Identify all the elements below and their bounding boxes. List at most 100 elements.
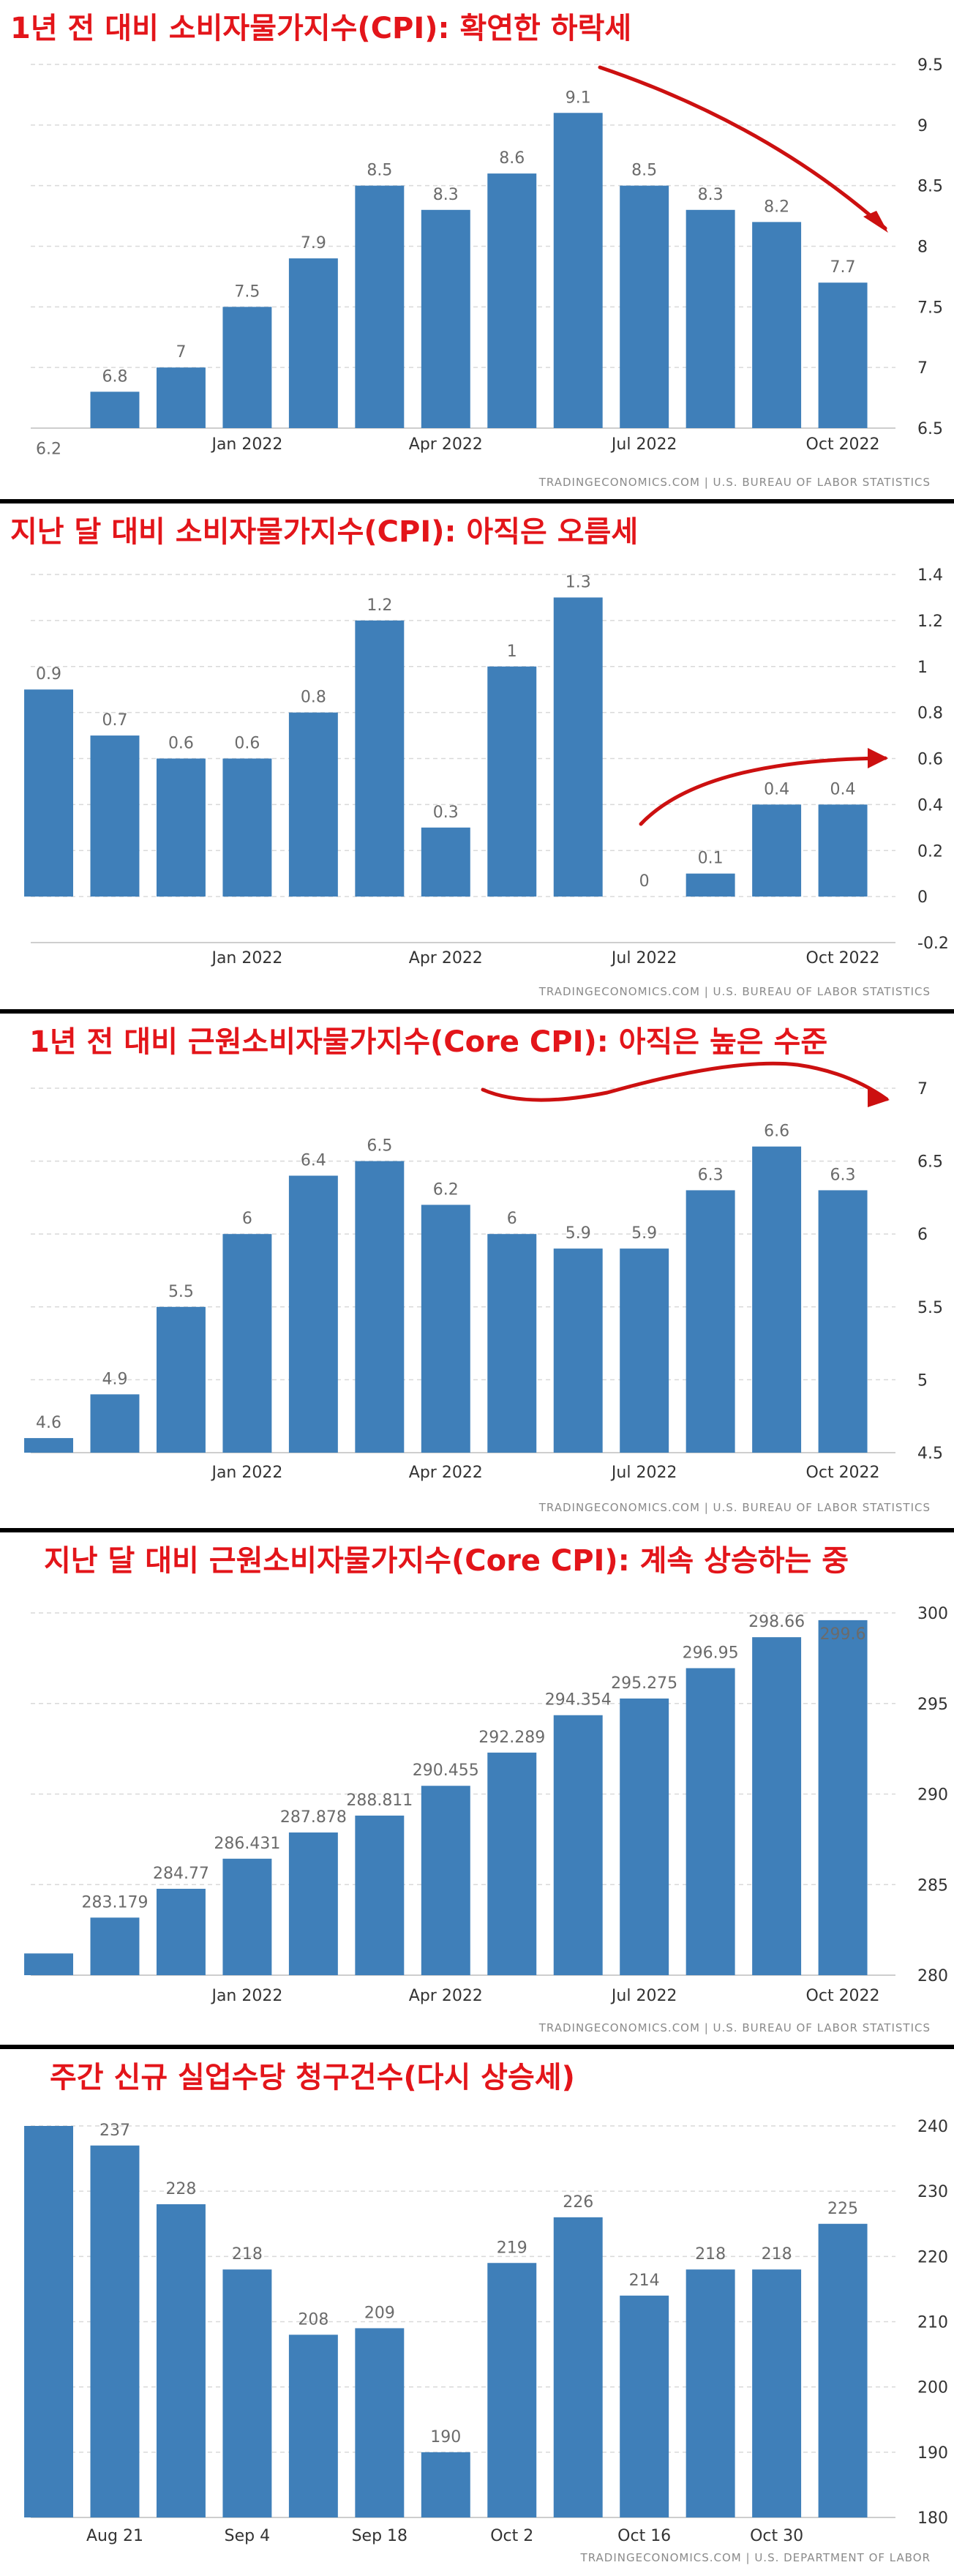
- data-label: 6.6: [764, 1123, 789, 1141]
- y-tick-label: 285: [917, 1876, 948, 1895]
- chart-panel-cpi-yoy: 1년 전 대비 소비자물가지수(CPI): 확연한 하락세 6.5 7 7.5 8 8.5…: [0, 0, 954, 498]
- bar: [487, 1752, 537, 1975]
- chart-panel-core-cpi-yoy: 1년 전 대비 근원소비자물가지수(Core CPI): 아직은 높은 수준 4.…: [0, 1014, 954, 1526]
- bar: [487, 666, 537, 897]
- data-label: 209: [364, 2304, 395, 2322]
- bar: [818, 2223, 868, 2517]
- bar: [752, 1146, 802, 1453]
- data-label: 1.2: [367, 596, 392, 615]
- data-label: 0.4: [830, 780, 856, 798]
- data-label: 0: [639, 872, 650, 891]
- y-tick-label: 6.5: [917, 420, 943, 438]
- bar: [752, 2269, 802, 2517]
- data-label: 6.3: [698, 1166, 724, 1184]
- y-tick-label: 0.2: [917, 842, 943, 861]
- data-label: 7: [176, 343, 186, 362]
- source-credit: TRADINGECONOMICS.COM | U.S. BUREAU OF LA…: [538, 2021, 931, 2034]
- data-label: 8.6: [499, 149, 525, 168]
- x-tick-label: Oct 30: [750, 2527, 803, 2545]
- x-tick-label: Jul 2022: [610, 1987, 677, 2005]
- annotation-arrow: [639, 756, 887, 826]
- source-credit: TRADINGECONOMICS.COM | U.S. BUREAU OF LA…: [538, 985, 931, 998]
- bar: [24, 1438, 73, 1453]
- bar: [686, 209, 735, 428]
- y-tick-label: -0.2: [917, 935, 949, 953]
- bar: [156, 2204, 206, 2517]
- x-tick-label: Oct 2022: [806, 1464, 880, 1482]
- data-label: 5.9: [566, 1224, 591, 1243]
- data-label: 295.275: [611, 1674, 677, 1693]
- y-tick-label: 4.5: [917, 1445, 943, 1463]
- data-label: 228: [165, 2180, 196, 2198]
- data-label: 214: [629, 2272, 660, 2290]
- y-tick-label: 9: [917, 117, 928, 135]
- bar: [90, 2145, 140, 2517]
- divider: [0, 499, 954, 503]
- data-label: 1: [507, 643, 517, 661]
- data-label: 288.811: [346, 1791, 413, 1810]
- divider: [0, 1528, 954, 1532]
- bar: [487, 173, 537, 428]
- y-tick-label: 7.5: [917, 299, 943, 317]
- annotation-arrowhead: [863, 211, 888, 233]
- source-credit: TRADINGECONOMICS.COM | U.S. DEPARTMENT O…: [580, 2551, 931, 2564]
- x-tick-label: Oct 2022: [806, 435, 880, 454]
- bar: [421, 209, 470, 428]
- y-tick-label: 300: [917, 1605, 948, 1623]
- data-label: 190: [430, 2428, 461, 2446]
- data-label: 219: [497, 2239, 527, 2257]
- bar: [222, 1234, 272, 1453]
- bar: [818, 804, 868, 897]
- bar: [752, 222, 802, 428]
- bar: [553, 2217, 603, 2517]
- bar: [24, 2126, 73, 2517]
- chart-title: 1년 전 대비 근원소비자물가지수(Core CPI): 아직은 높은 수준: [29, 1025, 827, 1059]
- data-label: 6.3: [830, 1166, 856, 1184]
- bar: [355, 620, 405, 897]
- y-tick-label: 1.2: [917, 613, 943, 631]
- chart-cpi-mom: 지난 달 대비 소비자물가지수(CPI): 아직은 오름세 -0.2 0 0.2 0.4…: [10, 515, 949, 998]
- x-tick-label: Apr 2022: [409, 1464, 483, 1482]
- x-tick-label: Oct 16: [617, 2527, 671, 2545]
- source-credit: TRADINGECONOMICS.COM | U.S. BUREAU OF LA…: [538, 1501, 931, 1514]
- data-label: 7.9: [301, 234, 326, 252]
- bar: [421, 2452, 470, 2517]
- bar: [156, 758, 206, 897]
- y-tick-label: 230: [917, 2183, 948, 2201]
- chart-panel-jobless-claims: 주간 신규 실업수당 청구건수(다시 상승세) 180 190 200 210 220 23…: [0, 2049, 954, 2576]
- y-tick-label: 280: [917, 1967, 948, 1985]
- y-tick-label: 290: [917, 1786, 948, 1805]
- bar: [90, 1917, 140, 1975]
- y-tick-label: 180: [917, 2509, 948, 2528]
- data-label: 6.4: [301, 1152, 326, 1170]
- y-tick-label: 9.5: [917, 56, 943, 75]
- chart-title: 지난 달 대비 근원소비자물가지수(Core CPI): 계속 상승하는 중: [44, 1544, 849, 1578]
- bar: [90, 392, 140, 428]
- data-label: 6.2: [433, 1180, 459, 1199]
- data-label: 0.9: [36, 665, 61, 684]
- data-label: 292.289: [478, 1729, 545, 1747]
- data-label: 237: [99, 2122, 130, 2140]
- bar: [355, 185, 405, 428]
- x-tick-label: Sep 18: [352, 2527, 407, 2545]
- data-label: 218: [232, 2245, 263, 2264]
- data-label: 6.8: [102, 367, 127, 386]
- x-tick-label: Jan 2022: [210, 1464, 282, 1482]
- data-label: 208: [298, 2310, 328, 2329]
- bar: [222, 307, 272, 428]
- chart-core-cpi-index: 지난 달 대비 근원소비자물가지수(Core CPI): 계속 상승하는 중 28…: [24, 1544, 948, 2034]
- bar: [553, 1715, 603, 1975]
- bar: [620, 1698, 669, 1975]
- bar: [288, 2334, 338, 2517]
- data-label: 294.354: [545, 1691, 612, 1710]
- bar: [222, 2269, 272, 2517]
- data-label: 8.5: [367, 162, 392, 180]
- bar: [818, 1190, 868, 1453]
- bar: [156, 367, 206, 428]
- bar: [553, 597, 603, 897]
- x-tick-label: Jan 2022: [210, 949, 282, 967]
- y-tick-label: 1: [917, 659, 928, 677]
- y-tick-label: 200: [917, 2379, 948, 2397]
- data-label: 0.1: [698, 850, 724, 868]
- x-tick-label: Jul 2022: [610, 949, 677, 967]
